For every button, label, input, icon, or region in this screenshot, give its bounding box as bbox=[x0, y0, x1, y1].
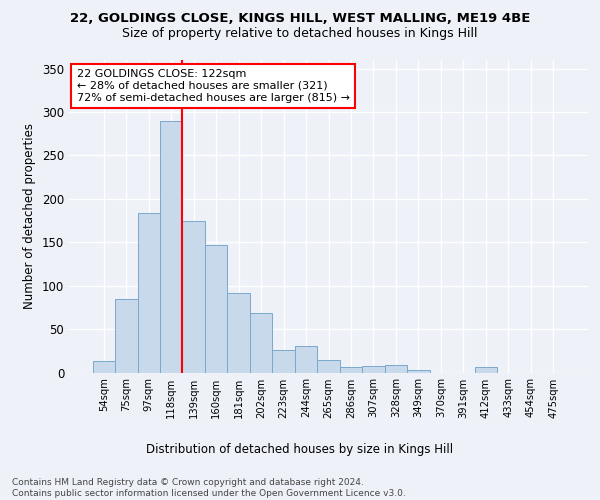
Bar bbox=[362, 366, 385, 372]
Bar bbox=[182, 220, 205, 372]
Bar bbox=[92, 361, 115, 372]
Bar bbox=[227, 292, 250, 372]
Bar bbox=[137, 213, 160, 372]
Text: Distribution of detached houses by size in Kings Hill: Distribution of detached houses by size … bbox=[146, 442, 454, 456]
Bar bbox=[272, 350, 295, 372]
Bar bbox=[160, 121, 182, 372]
Bar bbox=[295, 346, 317, 372]
Text: Contains HM Land Registry data © Crown copyright and database right 2024.
Contai: Contains HM Land Registry data © Crown c… bbox=[12, 478, 406, 498]
Bar bbox=[475, 368, 497, 372]
Bar bbox=[317, 360, 340, 372]
Bar bbox=[340, 368, 362, 372]
Text: Size of property relative to detached houses in Kings Hill: Size of property relative to detached ho… bbox=[122, 28, 478, 40]
Bar bbox=[205, 245, 227, 372]
Bar bbox=[407, 370, 430, 372]
Bar bbox=[385, 364, 407, 372]
Text: 22 GOLDINGS CLOSE: 122sqm
← 28% of detached houses are smaller (321)
72% of semi: 22 GOLDINGS CLOSE: 122sqm ← 28% of detac… bbox=[77, 70, 350, 102]
Bar bbox=[115, 298, 137, 372]
Bar bbox=[250, 314, 272, 372]
Text: 22, GOLDINGS CLOSE, KINGS HILL, WEST MALLING, ME19 4BE: 22, GOLDINGS CLOSE, KINGS HILL, WEST MAL… bbox=[70, 12, 530, 26]
Y-axis label: Number of detached properties: Number of detached properties bbox=[23, 123, 37, 309]
